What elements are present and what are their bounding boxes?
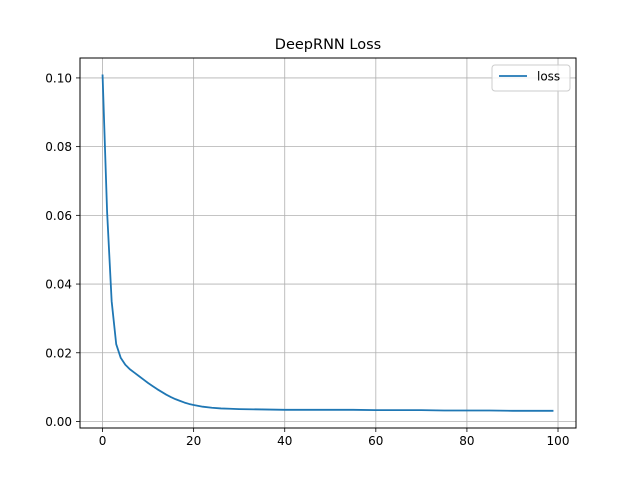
legend: loss: [491, 64, 571, 92]
axis-ticks: 0 20 40 60 80 100 0.00 0.02 0.04 0.06 0.08 0.10: [45, 71, 569, 448]
grid-lines: [80, 58, 576, 428]
x-tick-label: 60: [368, 434, 383, 448]
chart-title: DeepRNN Loss: [275, 37, 381, 53]
y-tick-label: 0.08: [45, 140, 72, 154]
series-layer: [101, 74, 554, 412]
plot-frame: [79, 57, 577, 429]
y-tick-label: 0.10: [45, 71, 72, 85]
legend-box: [491, 64, 571, 92]
y-tick-label: 0.06: [45, 209, 72, 223]
x-tick-label: 20: [186, 434, 201, 448]
x-tick-label: 40: [277, 434, 292, 448]
x-tick-label: 0: [99, 434, 107, 448]
x-tick-label: 100: [547, 434, 570, 448]
y-tick-label: 0.00: [45, 415, 72, 429]
y-tick-label: 0.02: [45, 346, 72, 360]
series-line-loss: [101, 74, 554, 412]
y-tick-label: 0.04: [45, 278, 72, 292]
x-tick-label: 80: [459, 434, 474, 448]
legend-label-loss: loss: [537, 70, 560, 84]
